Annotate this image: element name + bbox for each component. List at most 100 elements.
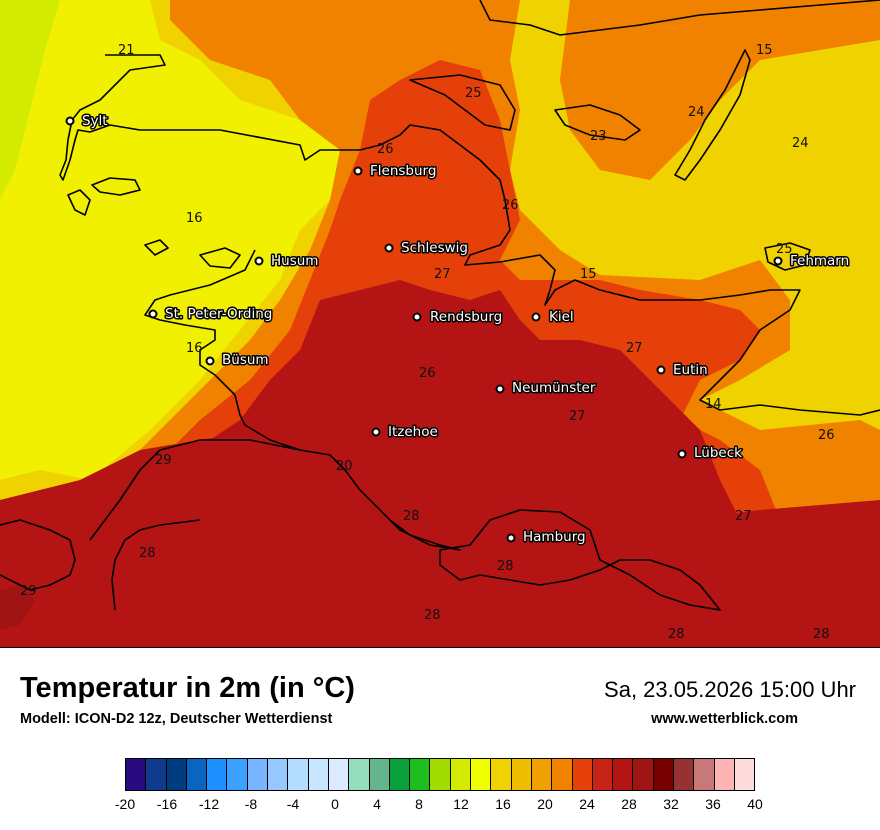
iso-label: 21: [118, 43, 135, 58]
city-husum: Husum: [254, 252, 320, 271]
colorbar-swatch: [450, 759, 472, 790]
colorbar-swatch: [227, 759, 248, 790]
iso-label: 28: [813, 627, 830, 642]
iso-label: 28: [139, 546, 156, 561]
colorbar-swatch: [613, 759, 634, 790]
iso-label: 27: [735, 509, 752, 524]
colorbar-swatch: [694, 759, 715, 790]
iso-label: 14: [705, 397, 722, 412]
city-label: Sylt: [82, 113, 108, 129]
colorbar-swatch: [592, 759, 614, 790]
colorbar-swatch: [633, 759, 654, 790]
city-schleswig: Schleswig: [384, 239, 470, 258]
colorbar-swatch: [471, 759, 492, 790]
iso-label: 27: [626, 341, 643, 356]
iso-label: 28: [668, 627, 685, 642]
map-canvas: 21 25 15 24 23 24 26 16 26 27 25 15 16 2…: [0, 0, 880, 647]
city-fehmarn: Fehmarn: [773, 252, 851, 271]
colorbar-swatch: [328, 759, 350, 790]
colorbar-swatch: [410, 759, 431, 790]
city-label: Rendsburg: [430, 309, 502, 325]
iso-label: 16: [186, 341, 203, 356]
city-lubeck: Lübeck: [677, 444, 744, 463]
island-fohr: [67, 189, 91, 216]
colorbar-tick-label: 40: [747, 796, 763, 812]
colorbar-swatch: [734, 759, 755, 790]
city-busum: Büsum: [205, 351, 270, 370]
colorbar-tick-label: 8: [415, 796, 423, 812]
city-rendsburg: Rendsburg: [412, 308, 504, 327]
city-hamburg: Hamburg: [506, 528, 587, 547]
field-28-30-south: [0, 430, 880, 647]
colorbar-swatch: [511, 759, 532, 790]
colorbar-swatch: [146, 759, 167, 790]
colorbar-swatch: [531, 759, 553, 790]
field-24-26-northeast: [560, 0, 880, 180]
island-nordstrand: [199, 247, 241, 269]
island-lolland: [674, 49, 751, 181]
city-sylt: Sylt: [65, 112, 109, 131]
iso-label: 15: [756, 43, 773, 58]
colorbar-swatch: [247, 759, 269, 790]
colorbar-tick-label: -4: [286, 796, 300, 812]
colorbar-ticks: -20 -16 -12 -8 -4 0 4 8 12 16 20 24 28 32 36 40: [115, 796, 763, 816]
colorbar-tick-label: 28: [621, 796, 637, 812]
colorbar-swatch: [491, 759, 512, 790]
colorbar-tick-label: -12: [198, 796, 220, 812]
colorbar-swatch: [349, 759, 370, 790]
colorbar-tick-label: 12: [453, 796, 469, 812]
colorbar-swatch: [288, 759, 309, 790]
iso-label: 16: [186, 211, 203, 226]
colorbar-tick-label: -16: [156, 796, 178, 812]
island-alsen: [409, 74, 516, 131]
coast-denmark-top: [479, 0, 880, 36]
colorbar-swatch: [308, 759, 329, 790]
isotherm-labels: 21 25 15 24 23 24 26 16 26 27 25 15 16 2…: [20, 43, 835, 642]
city-label: Lübeck: [694, 445, 742, 461]
field-14-16-northwest: [0, 0, 60, 200]
city-label: Eutin: [673, 362, 708, 378]
island-langeland: [554, 104, 641, 141]
city-neumunster: Neumünster: [495, 379, 597, 398]
colorbar-tick-label: -20: [114, 796, 136, 812]
colorbar-swatch: [674, 759, 695, 790]
city-label: Itzehoe: [388, 424, 438, 440]
colorbar-tick-label: -8: [244, 796, 258, 812]
city-flensburg: Flensburg: [353, 162, 438, 181]
coast-elbe-south: [0, 439, 301, 591]
island-amrum: [91, 177, 141, 196]
border-hamburg: [439, 509, 721, 611]
island-fehmarn: [764, 242, 811, 271]
border-elbe: [111, 519, 201, 611]
coastlines: [0, 0, 880, 611]
colorbar-swatch: [552, 759, 573, 790]
temperature-map: 21 25 15 24 23 24 26 16 26 27 25 15 16 2…: [0, 0, 880, 648]
temperature-colorbar: [125, 758, 755, 791]
city-eutin: Eutin: [656, 361, 709, 380]
field-30-32: [0, 585, 35, 630]
iso-label: 26: [818, 428, 835, 443]
colorbar-swatch: [207, 759, 228, 790]
city-label: Neumünster: [512, 380, 596, 396]
city-label: St. Peter-Ording: [165, 306, 272, 322]
iso-label: 29: [20, 584, 37, 599]
website-link[interactable]: www.wetterblick.com: [651, 711, 798, 727]
city-label: Flensburg: [370, 163, 436, 179]
iso-label: 25: [776, 242, 793, 257]
forecast-datetime: Sa, 23.05.2026 15:00 Uhr: [604, 677, 856, 702]
colorbar-swatch: [268, 759, 289, 790]
colorbar-tick-label: 32: [663, 796, 679, 812]
colorbar-tick-label: 24: [579, 796, 595, 812]
coast-mainland-north: [160, 124, 880, 416]
iso-label: 28: [497, 559, 514, 574]
city-label: Büsum: [222, 352, 269, 368]
city-label: Husum: [271, 253, 318, 269]
city-label: Fehmarn: [790, 253, 849, 269]
iso-label: 26: [502, 198, 519, 213]
model-source: Modell: ICON-D2 12z, Deutscher Wetterdie…: [20, 711, 333, 727]
iso-label: 27: [569, 409, 586, 424]
coast-sylt: [59, 54, 166, 181]
colorbar-swatch: [166, 759, 187, 790]
colorbar-swatch: [389, 759, 411, 790]
iso-label: 26: [377, 142, 394, 157]
